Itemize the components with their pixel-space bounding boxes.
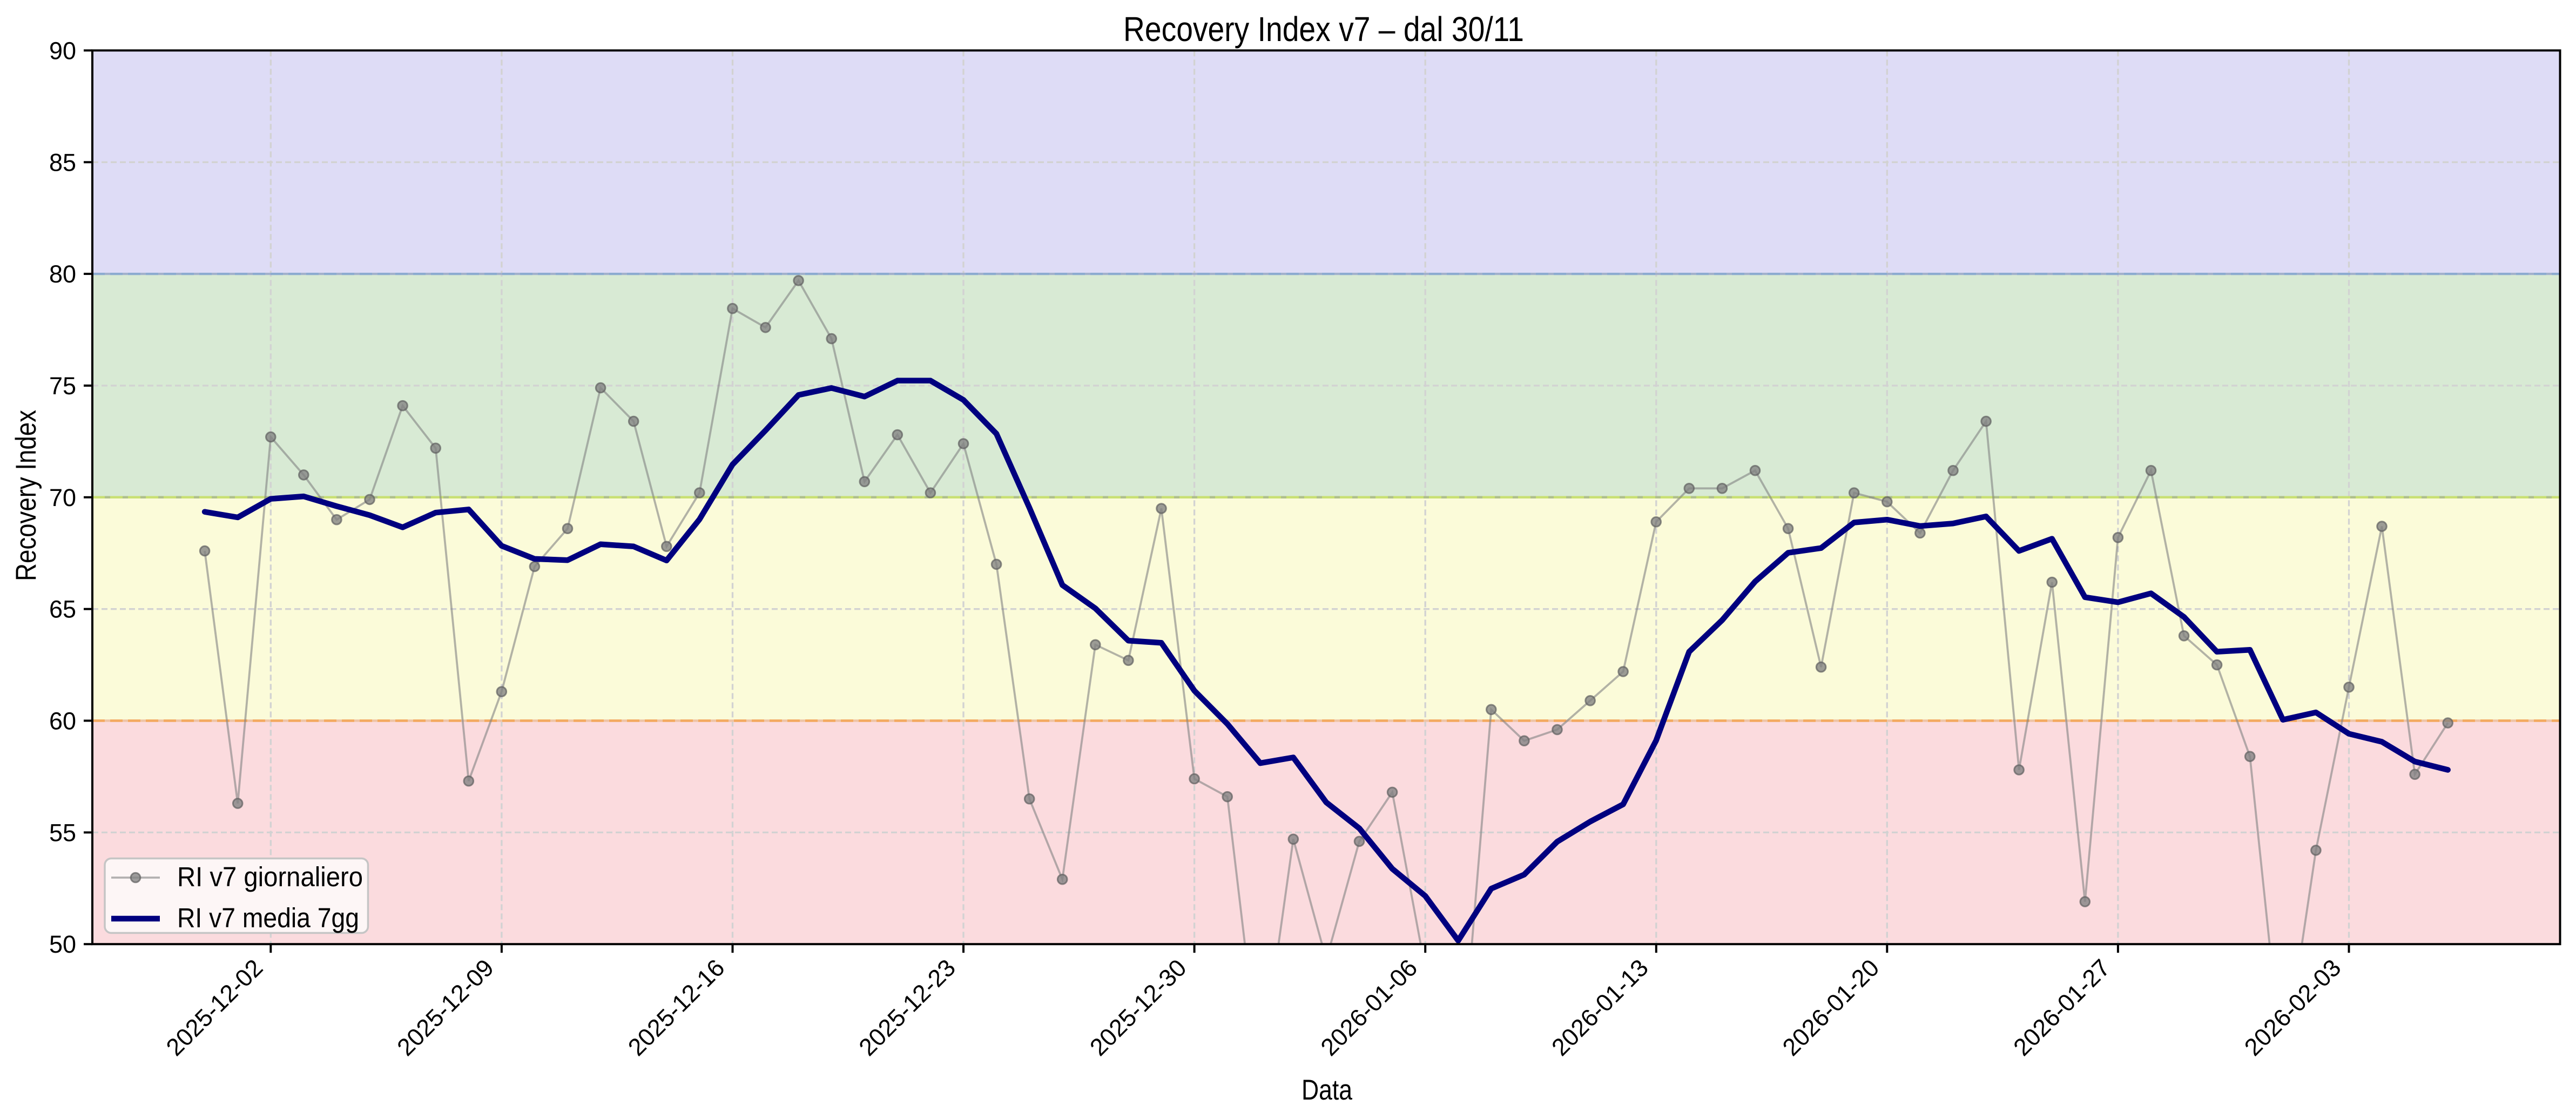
svg-text:80: 80 bbox=[49, 260, 76, 288]
svg-text:Recovery Index v7 – dal 30/11: Recovery Index v7 – dal 30/11 bbox=[1123, 10, 1524, 49]
svg-text:RI v7 giornaliero: RI v7 giornaliero bbox=[177, 861, 363, 892]
svg-text:RI v7 media 7gg: RI v7 media 7gg bbox=[177, 902, 359, 933]
svg-text:55: 55 bbox=[49, 819, 76, 846]
svg-text:85: 85 bbox=[49, 149, 76, 176]
svg-text:60: 60 bbox=[49, 707, 76, 735]
svg-text:Recovery Index: Recovery Index bbox=[10, 410, 42, 581]
svg-text:50: 50 bbox=[49, 931, 76, 958]
svg-text:70: 70 bbox=[49, 484, 76, 511]
svg-text:65: 65 bbox=[49, 596, 76, 623]
svg-text:Data: Data bbox=[1302, 1074, 1352, 1106]
svg-text:75: 75 bbox=[49, 372, 76, 400]
svg-text:90: 90 bbox=[49, 37, 76, 64]
